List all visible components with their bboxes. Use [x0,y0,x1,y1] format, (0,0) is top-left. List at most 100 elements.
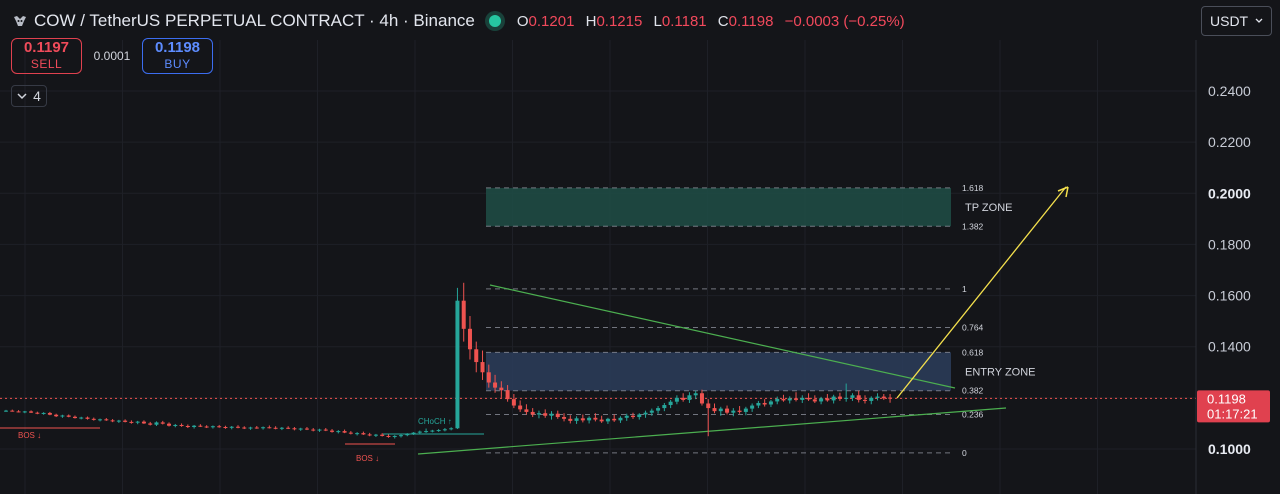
candle-body [712,408,717,412]
entry-zone-label: ENTRY ZONE [965,367,1036,379]
candle-body [35,412,40,414]
tp-zone-box [486,187,951,227]
candle-body [718,408,723,412]
candle-body [530,411,535,415]
candle-body [543,413,548,416]
candle-body [549,413,554,416]
symbol-title[interactable]: COW / TetherUS PERPETUAL CONTRACT · 4h ·… [34,11,475,30]
candle-body [72,416,77,419]
high-label: H [585,12,597,30]
candle-body [737,410,742,412]
candle-body [141,421,146,424]
candle-body [386,435,391,437]
candle-body [430,430,435,432]
candle-body [336,431,341,433]
candle-body [605,418,610,422]
candle-body [844,397,849,399]
candle-body [4,410,8,412]
candle-body [286,427,291,429]
candle-body [699,393,704,404]
candle-body [511,399,516,406]
bos-label: BOS ↓ [356,454,379,463]
candle-body [66,415,71,417]
candle-body [693,393,698,396]
candle-body [819,398,824,402]
close-value: 0.1198 [728,12,774,30]
buy-price: 0.1198 [154,39,201,56]
candle-body [399,435,404,437]
candle-body [555,413,560,418]
buy-button[interactable]: 0.1198 BUY [142,38,213,74]
entry-zone-box [486,352,951,391]
candle-body [762,402,767,405]
candle-body [54,414,59,417]
candle-body [254,427,259,429]
candle-body [436,430,441,432]
candle-body [743,408,748,412]
candle-body [355,433,360,435]
ascending-trendline [417,407,1007,455]
candle-body [304,428,309,430]
candle-body [643,412,648,415]
candle-body [104,419,109,421]
candle-body [173,424,178,426]
ohlc-readout: O0.1201 H0.1215 L0.1181 C0.1198 −0.0003 … [517,13,905,30]
candle-body [116,420,121,422]
candle-body [455,300,460,429]
arrow-head-icon [1057,186,1069,198]
fib-level-label: 0 [962,448,967,458]
candle-body [612,418,617,421]
candle-body [41,412,46,414]
currency-select[interactable]: USDT [1201,6,1272,36]
trade-panel: 0.1197 SELL 0.0001 0.1198 BUY [11,38,213,74]
price-axis [1196,40,1280,494]
chevron-down-icon [1255,18,1263,23]
candle-body [631,415,635,418]
candle-body [392,435,397,437]
candle-body [681,397,686,400]
candle-body [192,425,197,428]
candle-body [731,410,736,413]
candle-body [22,411,27,413]
descending-trendline [489,284,956,389]
candle-body [210,426,215,428]
candle-body [217,426,222,428]
candle-body [850,395,855,398]
price-tick-label: 0.2400 [1208,83,1251,99]
close-label: C [717,12,729,30]
candle-body [154,422,159,425]
spread-value: 0.0001 [93,49,131,63]
candle-body [167,423,172,426]
indicators-toggle-button[interactable]: 4 [11,85,47,107]
candle-body [292,428,297,430]
sell-label: SELL [30,57,63,71]
candle-body [298,428,303,430]
high-value: 0.1215 [596,12,643,30]
candle-body [562,417,567,419]
candle-body [348,432,353,434]
candle-body [79,417,84,419]
candle-body [442,429,447,431]
candle-body [674,397,679,402]
candle-body [361,433,366,435]
candle-body [649,410,654,413]
candle-body [342,431,347,433]
candle-body [373,434,378,436]
candle-body [123,420,128,422]
candle-body [235,426,240,428]
candle-body [768,401,773,405]
sell-price: 0.1197 [23,39,70,56]
candle-body [480,362,485,373]
candle-body [568,418,573,421]
candle-body [47,412,52,415]
candle-body [148,423,153,425]
chevron-down-icon [17,93,27,100]
candle-body [273,427,278,429]
price-tick-label: 0.2000 [1208,185,1251,201]
low-label: L [653,12,662,30]
choch-label: CHoCH ↑ [418,417,452,426]
sell-button[interactable]: 0.1197 SELL [11,38,82,74]
price-tick-label: 0.1000 [1208,441,1251,457]
price-tick-label: 0.1400 [1208,339,1251,355]
